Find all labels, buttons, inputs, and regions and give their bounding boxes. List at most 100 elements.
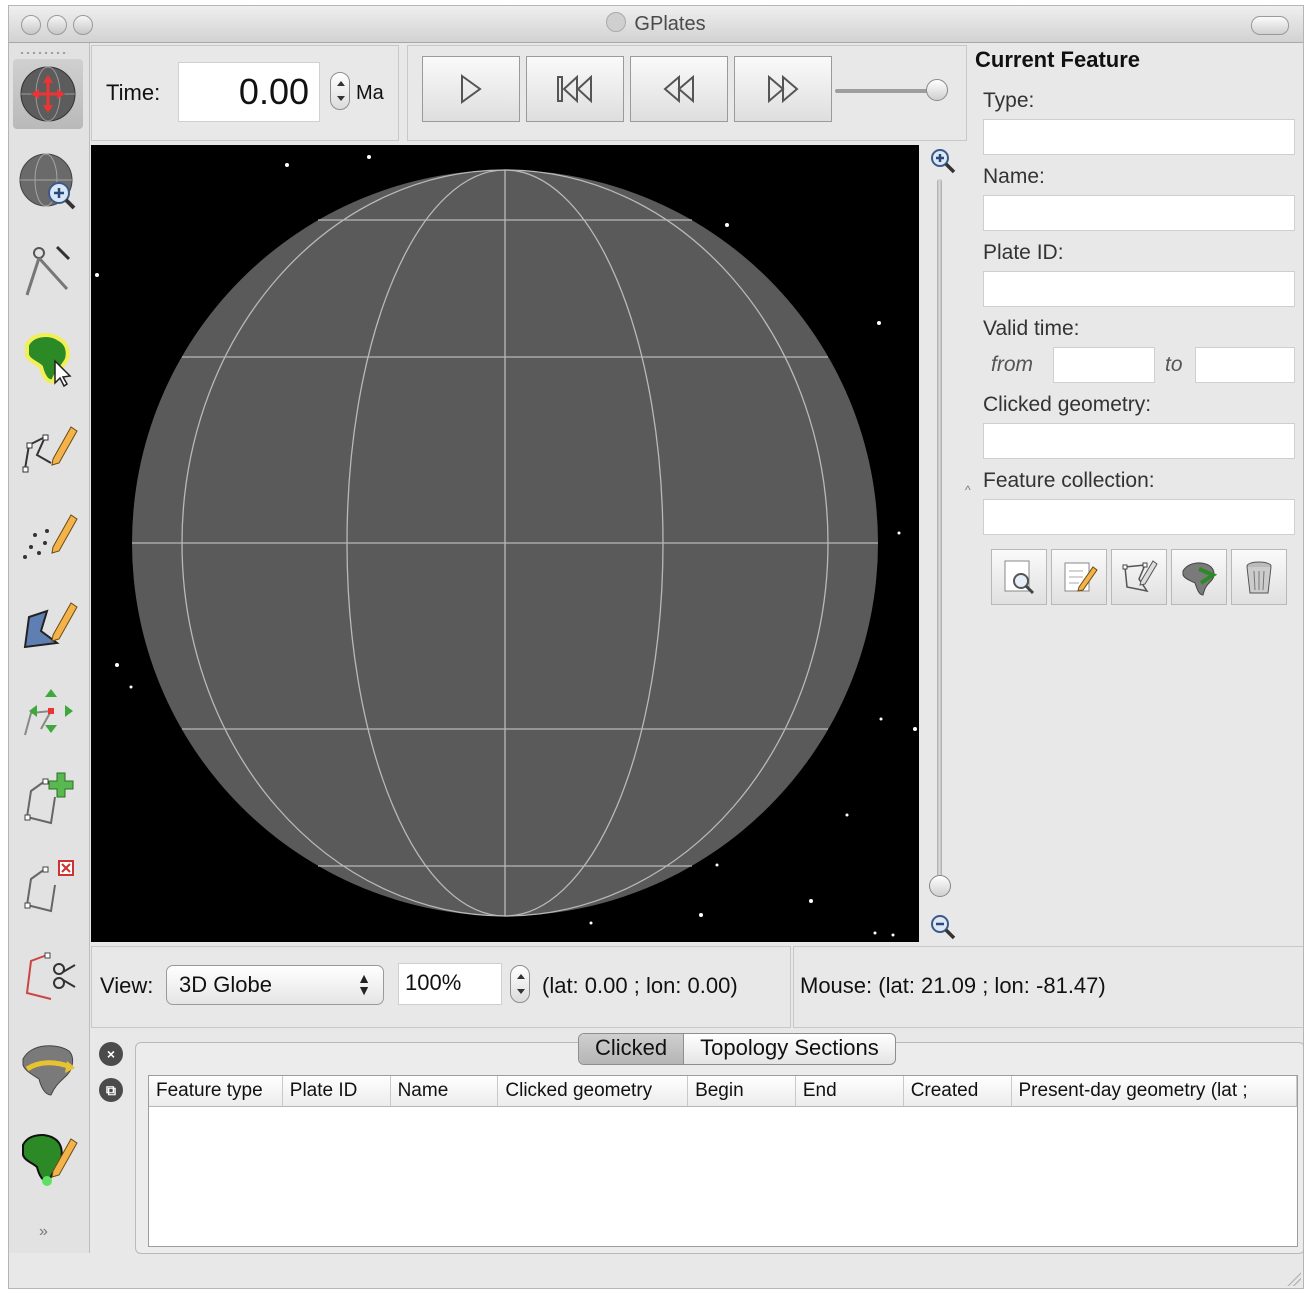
tab-topology-sections[interactable]: Topology Sections — [700, 1035, 879, 1060]
time-spinner[interactable] — [330, 72, 350, 110]
tab-clicked[interactable]: Clicked — [579, 1034, 685, 1064]
insert-vertex-tool[interactable] — [13, 763, 83, 833]
expand-palette-chevron-icon[interactable]: » — [39, 1223, 48, 1240]
query-feature-button[interactable] — [991, 549, 1047, 605]
move-vertex-tool[interactable] — [13, 675, 83, 745]
window-title: GPlates — [9, 12, 1303, 36]
mouse-coords-bar: Mouse: (lat: 21.09 ; lon: -81.47) — [793, 946, 1303, 1028]
zoom-window-button[interactable] — [73, 15, 93, 35]
column-name[interactable]: Name — [391, 1076, 499, 1106]
delete-vertex-tool[interactable] — [13, 851, 83, 921]
edit-geometry-button[interactable] — [1111, 549, 1167, 605]
tab-bar: Clicked Topology Sections — [578, 1033, 896, 1065]
name-field[interactable] — [983, 195, 1295, 231]
digitise-multipoint-tool[interactable] — [13, 499, 83, 569]
query-feature-icon — [1004, 560, 1035, 595]
step-forward-icon — [768, 74, 799, 104]
step-back-icon — [663, 74, 694, 104]
time-panel: Time: 0.00 Ma — [91, 45, 399, 141]
build-topology-tool[interactable] — [13, 1123, 83, 1193]
change-plate-icon — [1182, 562, 1218, 596]
edit-feature-icon — [1064, 562, 1098, 592]
animation-speed-knob[interactable] — [926, 79, 948, 101]
type-label: Type: — [983, 89, 1035, 112]
time-unit-label: Ma — [356, 82, 384, 104]
column-plate-id[interactable]: Plate ID — [283, 1076, 391, 1106]
split-feature-tool[interactable] — [13, 939, 83, 1009]
column-present-day-geometry[interactable]: Present-day geometry (lat ; — [1012, 1076, 1297, 1106]
panel-resize-handle[interactable]: ^ — [965, 483, 971, 497]
valid-time-label: Valid time: — [983, 317, 1080, 340]
view-label: View: — [100, 973, 154, 998]
digitise-polygon-icon — [23, 602, 78, 649]
projection-select-value: 3D Globe — [179, 972, 272, 997]
choose-feature-icon — [25, 333, 72, 388]
from-label: from — [991, 353, 1033, 376]
view-bar: View: 3D Globe ▲ ▼ 100% (lat: 0.00 ; lon:… — [91, 946, 791, 1028]
zoom-percent-input[interactable]: 100% — [398, 963, 502, 1005]
delete-vertex-icon — [24, 860, 74, 913]
column-created[interactable]: Created — [904, 1076, 1012, 1106]
delete-feature-button[interactable] — [1231, 549, 1287, 605]
zoom-track[interactable] — [937, 179, 942, 891]
zoom-globe-tool[interactable] — [13, 147, 83, 217]
choose-feature-tool[interactable] — [13, 323, 83, 393]
move-vertex-icon — [24, 689, 73, 736]
play-button[interactable] — [422, 56, 520, 122]
dock-float-icon[interactable]: ⧉ — [99, 1078, 123, 1102]
compass-icon — [25, 245, 71, 296]
reset-animation-button[interactable] — [526, 56, 624, 122]
time-label: Time: — [106, 80, 161, 105]
column-clicked-geometry[interactable]: Clicked geometry — [498, 1076, 689, 1106]
drag-globe-tool[interactable] — [13, 59, 83, 129]
projection-select[interactable]: 3D Globe ▲ ▼ — [166, 965, 384, 1005]
app-window: GPlates — [8, 5, 1304, 1289]
globe-svg — [95, 155, 917, 937]
minimize-window-button[interactable] — [47, 15, 67, 35]
type-field[interactable] — [983, 119, 1295, 155]
plate-id-field[interactable] — [983, 271, 1295, 307]
zoom-globe-icon — [19, 153, 76, 210]
globe-canvas[interactable] — [91, 145, 919, 942]
zoom-percent-spinner[interactable] — [510, 965, 530, 1003]
column-begin[interactable]: Begin — [688, 1076, 796, 1106]
close-window-button[interactable] — [21, 15, 41, 35]
valid-to-field[interactable] — [1195, 347, 1295, 383]
time-input[interactable]: 0.00 — [178, 62, 320, 122]
clicked-geometry-field[interactable] — [983, 423, 1295, 459]
digitise-polygon-tool[interactable] — [13, 587, 83, 657]
clicked-features-table: Feature type Plate ID Name Clicked geome… — [148, 1075, 1298, 1247]
reset-icon — [557, 74, 592, 104]
current-feature-panel: Current Feature Type: Name: Plate ID: Va… — [965, 43, 1303, 943]
table-header: Feature type Plate ID Name Clicked geome… — [149, 1076, 1297, 1107]
animation-speed-track[interactable] — [835, 89, 940, 93]
manipulate-pole-icon — [22, 1045, 75, 1096]
title-bar: GPlates — [9, 6, 1303, 43]
feature-collection-label: Feature collection: — [983, 469, 1155, 492]
name-label: Name: — [983, 165, 1045, 188]
stars — [95, 155, 917, 937]
palette-grip[interactable] — [19, 51, 69, 55]
change-plate-button[interactable] — [1171, 549, 1227, 605]
valid-from-field[interactable] — [1053, 347, 1155, 383]
edit-geometry-icon — [1122, 560, 1158, 593]
clicked-geometry-label: Clicked geometry: — [983, 393, 1152, 416]
step-back-button[interactable] — [630, 56, 728, 122]
feature-collection-field[interactable] — [983, 499, 1295, 535]
window-resize-grip[interactable] — [1287, 1272, 1301, 1286]
zoom-in-icon[interactable] — [929, 147, 957, 175]
column-end[interactable]: End — [796, 1076, 904, 1106]
zoom-knob[interactable] — [929, 875, 951, 897]
edit-feature-button[interactable] — [1051, 549, 1107, 605]
zoom-out-icon[interactable] — [929, 913, 957, 941]
graticule — [132, 169, 878, 917]
column-feature-type[interactable]: Feature type — [149, 1076, 283, 1106]
dock-close-icon[interactable]: × — [99, 1042, 123, 1066]
mouse-coordinates: Mouse: (lat: 21.09 ; lon: -81.47) — [800, 973, 1106, 998]
measure-distance-tool[interactable] — [13, 235, 83, 305]
manipulate-pole-tool[interactable] — [13, 1033, 83, 1103]
step-forward-button[interactable] — [734, 56, 832, 122]
digitise-polyline-tool[interactable] — [13, 411, 83, 481]
toolbar-toggle-button[interactable] — [1251, 16, 1289, 35]
insert-vertex-icon — [24, 772, 74, 825]
